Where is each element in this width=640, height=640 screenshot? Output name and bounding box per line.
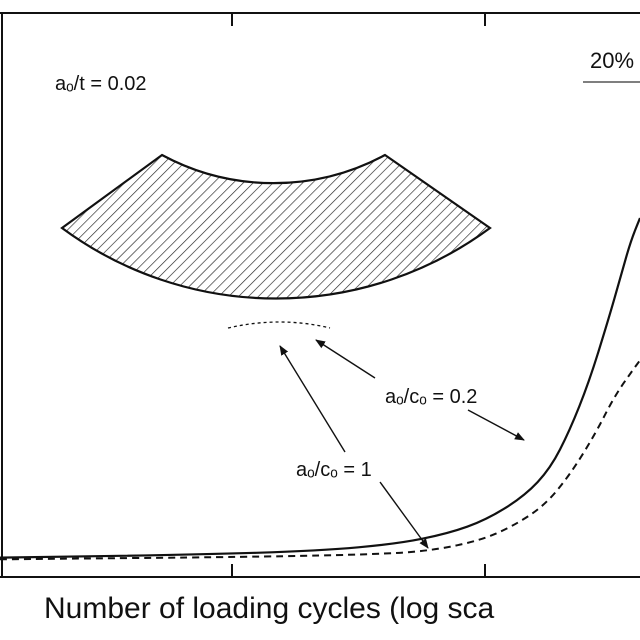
pipe-cross-section-diagram — [60, 153, 492, 329]
arrow-shape02-to-curve — [467, 409, 525, 441]
arrow-shape02-to-crack — [315, 339, 376, 379]
shape-label-1: aₒ/cₒ = 1 — [296, 459, 372, 481]
series-line-solid — [0, 217, 640, 559]
shape-label-02: aₒ/cₒ = 0.2 — [385, 386, 477, 408]
ratio-label: aₒ/t = 0.02 — [55, 73, 147, 95]
plot-frame — [0, 12, 640, 578]
x-axis-title: Number of loading cycles (log sca — [44, 592, 495, 625]
depth-label: 20% — [590, 48, 634, 73]
arrow-shape1-to-crack — [279, 345, 346, 453]
series-group — [0, 217, 640, 561]
annotation-arrows — [279, 339, 525, 549]
series-line-dashed — [0, 359, 640, 561]
pipe-wall-section — [60, 153, 492, 300]
crack-front-profile — [227, 321, 331, 329]
arrow-shape1-to-curve — [379, 481, 429, 549]
